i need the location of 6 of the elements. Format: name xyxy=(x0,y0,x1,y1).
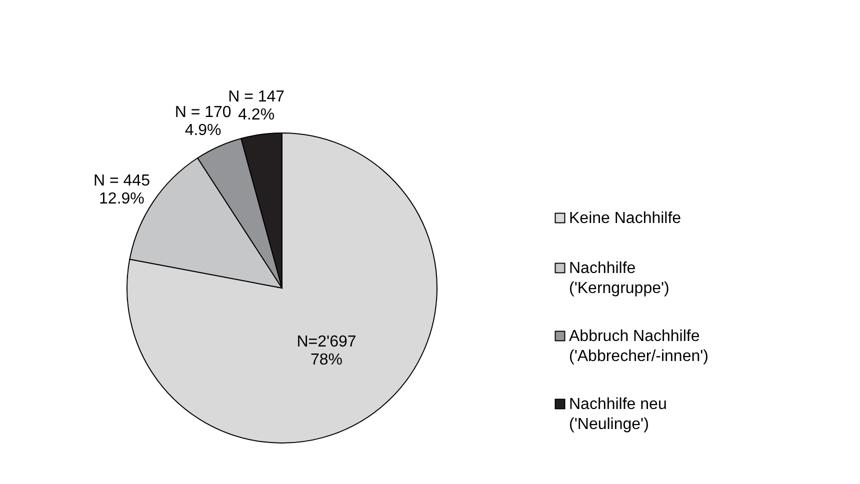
legend-label: Nachhilfe ('Kerngruppe') xyxy=(569,260,670,297)
legend-label: Keine Nachhilfe xyxy=(569,210,682,227)
data-label: N=2'697 78% xyxy=(296,334,356,369)
legend-label: Nachhilfe neu ('Neulinge') xyxy=(569,396,667,433)
data-label: N = 445 12.9% xyxy=(93,172,150,208)
legend-label: Abbruch Nachhilfe ('Abbrecher/-innen') xyxy=(569,328,709,365)
